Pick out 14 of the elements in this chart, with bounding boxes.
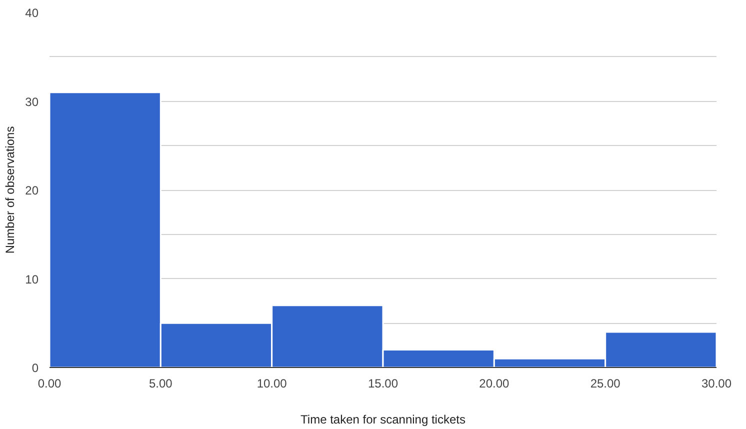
x-tick-label: 5.00 <box>148 376 173 390</box>
y-tick-label: 10 <box>25 272 39 286</box>
x-tick-label: 0.00 <box>38 376 62 390</box>
y-tick-label: 40 <box>25 6 39 20</box>
x-tick-label: 15.00 <box>368 376 398 390</box>
x-tick-label: 30.00 <box>701 376 732 390</box>
x-tick-label: 20.00 <box>479 376 510 390</box>
y-tick-label: 0 <box>32 361 39 375</box>
x-tick-label: 10.00 <box>256 376 288 390</box>
y-tick-label: 20 <box>25 184 39 198</box>
x-tick-label: 25.00 <box>590 376 621 390</box>
y-axis-title: Number of observations <box>3 126 18 254</box>
y-tick-label: 30 <box>25 94 39 109</box>
x-axis-title: Time taken for scanning tickets <box>300 412 466 426</box>
